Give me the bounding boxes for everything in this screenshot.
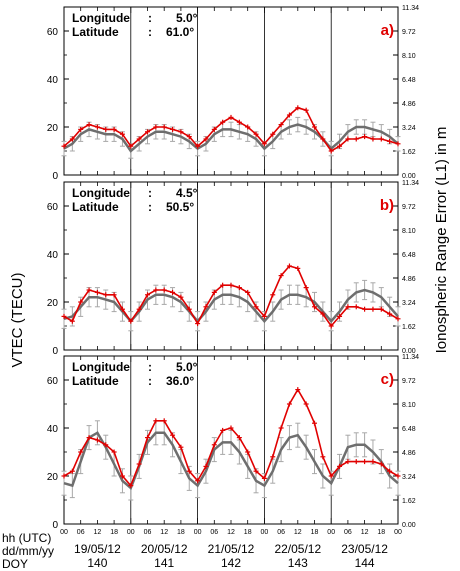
panel-a-rtick-label-2: 3.24 [402, 125, 416, 132]
panel-a-frame [63, 6, 399, 176]
panel-a-rtick-label-1: 1.62 [402, 149, 416, 156]
panel-c-rtick-label-4: 6.48 [402, 426, 416, 433]
hour-tick-label-17: 06 [344, 529, 352, 536]
panel-a-rtick-label-4: 6.48 [402, 77, 416, 84]
date-label-3: 22/05/12 [274, 542, 321, 556]
panel-c-ytick-label-3: 60 [47, 376, 59, 387]
hour-tick-label-20: 00 [394, 529, 402, 536]
panel-c-rtick-label-5: 8.10 [402, 402, 416, 409]
panel-a-ytick-label-1: 20 [47, 123, 59, 134]
hour-tick-label-2: 12 [94, 529, 102, 536]
panel-b-model-line [63, 288, 399, 324]
panel-c-rtick-label-0: 0.00 [402, 522, 416, 529]
panel-b-lat-value: 50.5° [166, 200, 194, 214]
panel-b-ytick-label-3: 60 [47, 202, 59, 213]
row-label-hour: hh (UTC) [2, 531, 51, 545]
hour-tick-label-15: 18 [311, 529, 319, 536]
panel-b-rtick-label-0: 0.00 [402, 348, 416, 355]
panel-b-lon-value: 4.5° [176, 186, 198, 200]
panel-b-rtick-label-6: 9.72 [402, 204, 416, 211]
y-right-axis-label: Ionospheric Range Error (L1) in m [433, 127, 450, 354]
hour-tick-label-18: 12 [361, 529, 369, 536]
panel-b-rtick-label-4: 6.48 [402, 252, 416, 259]
date-label-0: 19/05/12 [74, 542, 121, 556]
panel-b-lon-label: Longitude [72, 186, 130, 200]
hour-tick-label-19: 18 [377, 529, 385, 536]
panel-c-ytick-label-2: 40 [47, 424, 59, 435]
panel-a-rtick-label-0: 0.00 [402, 173, 416, 180]
date-label-4: 23/05/12 [341, 542, 388, 556]
doy-label-2: 142 [221, 556, 241, 570]
panel-c-rtick-label-3: 4.86 [402, 450, 416, 457]
panel-c-lon-colon: : [148, 360, 152, 374]
panel-c-rtick-label-7: 11.34 [402, 354, 419, 361]
panel-a-ytick-label-3: 60 [47, 27, 59, 38]
panel-a-lat-value: 61.0° [166, 25, 194, 39]
panel-b-rtick-label-5: 8.10 [402, 228, 416, 235]
hour-tick-label-7: 18 [177, 529, 185, 536]
panel-b-lon-colon: : [148, 186, 152, 200]
panel-b-lat-colon: : [148, 200, 152, 214]
panel-b-lat-label: Latitude [72, 200, 119, 214]
panel-b-ytick-label-2: 40 [47, 250, 59, 261]
panel-a-lon-value: 5.0° [176, 11, 198, 25]
hour-tick-label-6: 12 [160, 529, 168, 536]
date-label-2: 21/05/12 [208, 542, 255, 556]
panel-c-lat-label: Latitude [72, 374, 119, 388]
doy-label-4: 144 [355, 556, 375, 570]
panel-c-rtick-label-6: 9.72 [402, 378, 416, 385]
panel-b-frame [63, 181, 399, 351]
panel-a-lon-colon: : [148, 11, 152, 25]
panel-c-letter: c) [381, 371, 394, 388]
panel-b-rtick-label-7: 11.34 [402, 180, 419, 187]
hour-tick-label-11: 18 [244, 529, 252, 536]
panel-c-ytick-label-1: 20 [47, 472, 59, 483]
panel-a-rtick-label-7: 11.34 [402, 5, 419, 12]
panel-a-rtick-label-5: 8.10 [402, 53, 416, 60]
panel-c-ytick-label-0: 0 [52, 520, 58, 531]
hour-tick-label-0: 00 [60, 529, 68, 536]
panel-c-lon-label: Longitude [72, 360, 130, 374]
panel-b-rtick-label-1: 1.62 [402, 324, 416, 331]
hour-tick-label-9: 06 [210, 529, 218, 536]
panel-b-ytick-label-1: 20 [47, 298, 59, 309]
doy-label-0: 140 [87, 556, 107, 570]
row-label-doy: DOY [2, 557, 28, 571]
panel-a-lat-label: Latitude [72, 25, 119, 39]
hour-tick-label-5: 06 [144, 529, 152, 536]
panel-b-ytick-label-0: 0 [52, 346, 58, 357]
hour-tick-label-12: 00 [261, 529, 269, 536]
panel-a-lat-colon: : [148, 25, 152, 39]
panel-a-rtick-label-6: 9.72 [402, 29, 416, 36]
panel-c-rtick-label-1: 1.62 [402, 498, 416, 505]
panel-a-ytick-label-2: 40 [47, 75, 59, 86]
panel-c-lon-value: 5.0° [176, 360, 198, 374]
panel-b-letter: b) [380, 197, 394, 214]
hour-tick-label-13: 06 [277, 529, 285, 536]
doy-label-1: 141 [154, 556, 174, 570]
hour-tick-label-3: 18 [110, 529, 118, 536]
doy-label-3: 143 [288, 556, 308, 570]
hour-tick-label-1: 06 [77, 529, 85, 536]
hour-tick-label-10: 12 [227, 529, 235, 536]
hour-tick-label-16: 00 [327, 529, 335, 536]
panel-b-rtick-label-3: 4.86 [402, 276, 416, 283]
panel-c-lat-value: 36.0° [166, 374, 194, 388]
hour-tick-label-4: 00 [127, 529, 135, 536]
panel-b-rtick-label-2: 3.24 [402, 300, 416, 307]
panel-c-rtick-label-2: 3.24 [402, 474, 416, 481]
panel-a-model-line [63, 123, 399, 153]
date-label-1: 20/05/12 [141, 542, 188, 556]
panel-a-lon-label: Longitude [72, 11, 130, 25]
y-left-axis-label: VTEC (TECU) [9, 273, 26, 368]
panel-c-model-line [63, 431, 399, 491]
hour-tick-label-14: 12 [294, 529, 302, 536]
panel-a-rtick-label-3: 4.86 [402, 101, 416, 108]
panel-a-letter: a) [381, 22, 394, 39]
panel-c-lat-colon: : [148, 374, 152, 388]
row-label-date: dd/mm/yy [2, 544, 54, 558]
hour-tick-label-8: 00 [194, 529, 202, 536]
panel-a-ytick-label-0: 0 [52, 171, 58, 182]
